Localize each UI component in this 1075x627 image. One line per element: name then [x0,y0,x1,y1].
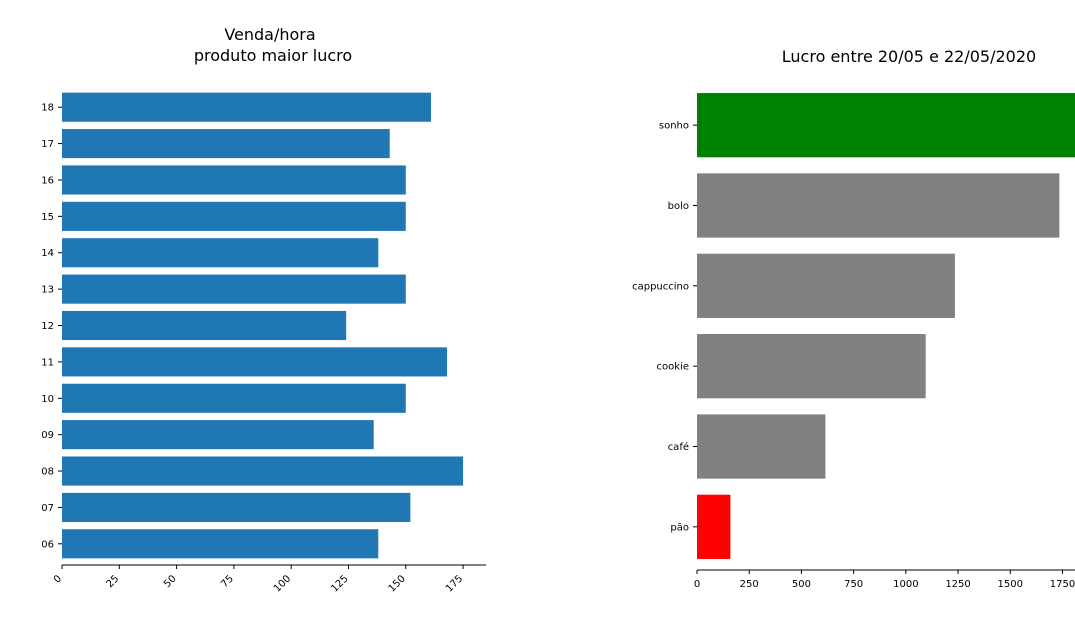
chart1-bar-11 [62,347,448,377]
chart2-ytick-label: sonho [659,121,689,132]
chart1-ytick-label: 10 [41,394,54,405]
chart-lucro: Lucro entre 20/05 e 22/05/2020 sonho bolo… [632,47,1075,590]
chart1-bar-06 [62,529,379,559]
chart2-ytick-label: bolo [668,201,689,212]
chart1-xtick-label: 125 [329,573,350,594]
chart1-title-line2: produto maior lucro [194,46,352,65]
chart1-xtick-label: 100 [272,573,293,594]
chart1-xtick-label: 150 [387,573,408,594]
chart1-xtick-label: 75 [219,573,236,590]
chart2-xtick-label: 750 [844,579,863,590]
chart1-bar-15 [62,201,406,231]
chart2-bar-café [697,414,826,479]
chart2-xtick-label: 1750 [1050,579,1075,590]
chart1-xtick-label: 50 [162,573,179,590]
chart1-bar-10 [62,383,406,413]
chart1-bar-09 [62,420,374,450]
chart-venda-hora: Venda/hora produto maior lucro 18 17 16 15 1… [41,25,486,595]
chart1-ytick-label: 09 [41,430,54,441]
chart1-ytick-label: 06 [41,539,54,550]
chart2-ytick-label: cappuccino [632,281,689,292]
chart2-bar-cookie [697,334,926,399]
chart2-bar-sonho [697,93,1075,158]
chart2-xtick-label: 0 [694,579,700,590]
chart2-xtick-label: 1000 [893,579,918,590]
chart1-ytick-label: 15 [41,212,54,223]
chart2-bar-pão [697,494,731,559]
chart2-xtick-label: 1500 [998,579,1023,590]
chart1-bar-08 [62,456,464,486]
chart1-ytick-label: 18 [41,103,54,114]
chart1-ytick-label: 13 [41,285,54,296]
chart1-ytick-label: 07 [41,503,54,514]
chart1-bar-16 [62,165,406,195]
chart2-xtick-label: 1250 [945,579,970,590]
chart1-bar-17 [62,129,390,159]
chart1-bar-12 [62,310,347,341]
chart2-ytick-label: café [668,441,689,453]
chart1-ytick-label: 16 [41,175,54,186]
chart2-xtick-label: 250 [740,579,759,590]
chart1-xtick-label: 0 [52,573,64,585]
chart1-ytick-label: 17 [41,139,54,150]
chart1-bar-07 [62,492,411,522]
chart2-bar-bolo [697,173,1060,238]
chart1-bar-14 [62,238,379,268]
chart1-xtick-label: 175 [444,573,465,594]
chart2-ytick-label: pão [670,522,689,533]
chart2-ytick-label: cookie [657,362,689,373]
chart2-xtick-label: 500 [792,579,811,590]
chart1-title-line1: Venda/hora [224,25,315,44]
chart1-ytick-label: 08 [41,467,54,478]
chart2-title: Lucro entre 20/05 e 22/05/2020 [782,47,1036,66]
chart1-ytick-label: 11 [41,357,54,368]
chart2-bar-cappuccino [697,253,955,318]
chart1-ytick-label: 12 [41,321,54,332]
chart1-bar-18 [62,92,431,122]
chart1-bar-13 [62,274,406,304]
chart1-xtick-label: 25 [105,573,122,590]
chart1-ytick-label: 14 [41,248,54,259]
